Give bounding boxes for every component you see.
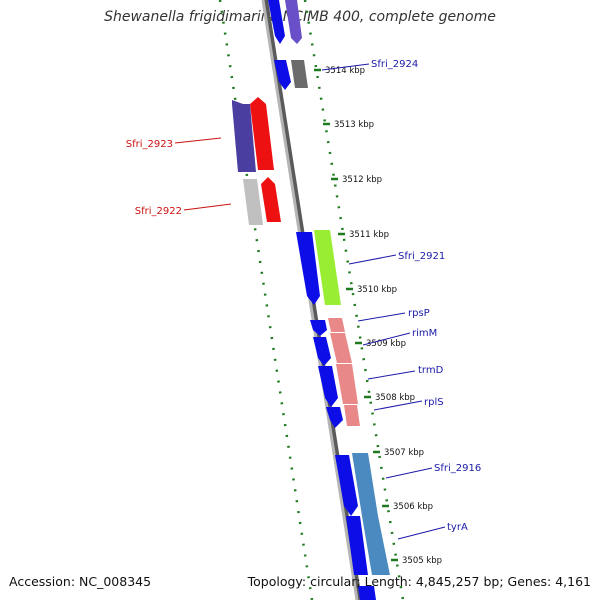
gene-arrow[interactable]	[362, 516, 390, 575]
gene-features	[232, 0, 390, 600]
gene-leader-line	[373, 400, 423, 411]
gene-arrow[interactable]	[328, 318, 345, 332]
gene-label-tyra[interactable]: tyrA	[447, 522, 468, 533]
gene-label-rpsp[interactable]: rpsP	[408, 308, 430, 319]
gene-arrow[interactable]	[313, 337, 331, 366]
gene-arrow[interactable]	[336, 364, 358, 404]
gene-leader-line	[348, 254, 397, 265]
scale-tick-label: 3513 kbp	[334, 120, 374, 130]
gene-arrow[interactable]	[346, 516, 368, 575]
gene-label-sfri-2924[interactable]: Sfri_2924	[371, 59, 418, 70]
gene-arrow[interactable]	[243, 179, 263, 225]
gene-arrow[interactable]	[335, 455, 358, 516]
gene-arrow[interactable]	[358, 586, 376, 600]
gene-leader-line	[357, 312, 406, 322]
scale-tick-label: 3506 kbp	[393, 502, 433, 512]
gene-arrow[interactable]	[261, 177, 281, 222]
gene-label-trmd[interactable]: trmD	[418, 365, 444, 376]
scale-tick-label: 3505 kbp	[402, 556, 442, 566]
gene-arrow[interactable]	[250, 97, 274, 170]
gene-arrow[interactable]	[344, 405, 360, 426]
gene-leader-line	[174, 137, 222, 144]
gene-label-rpls[interactable]: rplS	[424, 397, 444, 408]
scale-ticks: 3514 kbp 3513 kbp 3512 kbp 3511 kbp 3510 kbp…	[314, 66, 442, 566]
gene-labels: Sfri_2924 Sfri_2923 Sfri_2922 Sfri_2921 rpsP…	[126, 59, 481, 540]
gene-arrow[interactable]	[296, 232, 320, 305]
gene-label-sfri-2921[interactable]: Sfri_2921	[398, 251, 445, 262]
scale-tick-label: 3508 kbp	[375, 393, 415, 403]
inner-dotted-guide	[303, 0, 405, 600]
gene-label-rimm[interactable]: rimM	[412, 328, 437, 339]
gene-leader-line	[397, 526, 446, 540]
gene-arrow[interactable]	[291, 60, 308, 88]
scale-tick-label: 3507 kbp	[384, 448, 424, 458]
backbone	[261, 0, 359, 600]
gene-leader-line	[367, 370, 416, 380]
gene-arrow[interactable]	[310, 320, 327, 336]
outer-dotted-guide	[218, 0, 314, 600]
gene-arrow[interactable]	[326, 407, 343, 428]
gene-arrow[interactable]	[274, 60, 291, 90]
topology-text: Topology: circular; Length: 4,845,257 bp…	[247, 574, 591, 589]
scale-tick-label: 3510 kbp	[357, 285, 397, 295]
gene-arrow[interactable]	[352, 453, 378, 516]
gene-leader-line	[385, 467, 433, 479]
gene-arrow[interactable]	[232, 100, 256, 172]
gene-arrow[interactable]	[285, 0, 302, 44]
scale-tick-label: 3511 kbp	[349, 230, 389, 240]
gene-label-sfri-2916[interactable]: Sfri_2916	[434, 463, 481, 474]
gene-label-sfri-2923[interactable]: Sfri_2923	[126, 139, 173, 150]
gene-label-sfri-2922[interactable]: Sfri_2922	[135, 206, 182, 217]
map-title: Shewanella frigidimarina NCIMB 400, comp…	[104, 9, 496, 25]
gene-leader-line	[362, 332, 411, 346]
scale-tick-label: 3509 kbp	[366, 339, 406, 349]
scale-tick-label: 3512 kbp	[342, 175, 382, 185]
gene-leader-line	[183, 203, 232, 211]
accession-text: Accession: NC_008345	[9, 574, 152, 589]
scale-tick-label: 3514 kbp	[325, 66, 365, 76]
gene-arrow[interactable]	[330, 333, 352, 363]
gene-arrow[interactable]	[314, 230, 341, 305]
gene-arrow[interactable]	[268, 0, 285, 44]
gene-leader-line	[321, 63, 370, 71]
gene-arrow[interactable]	[318, 366, 338, 407]
